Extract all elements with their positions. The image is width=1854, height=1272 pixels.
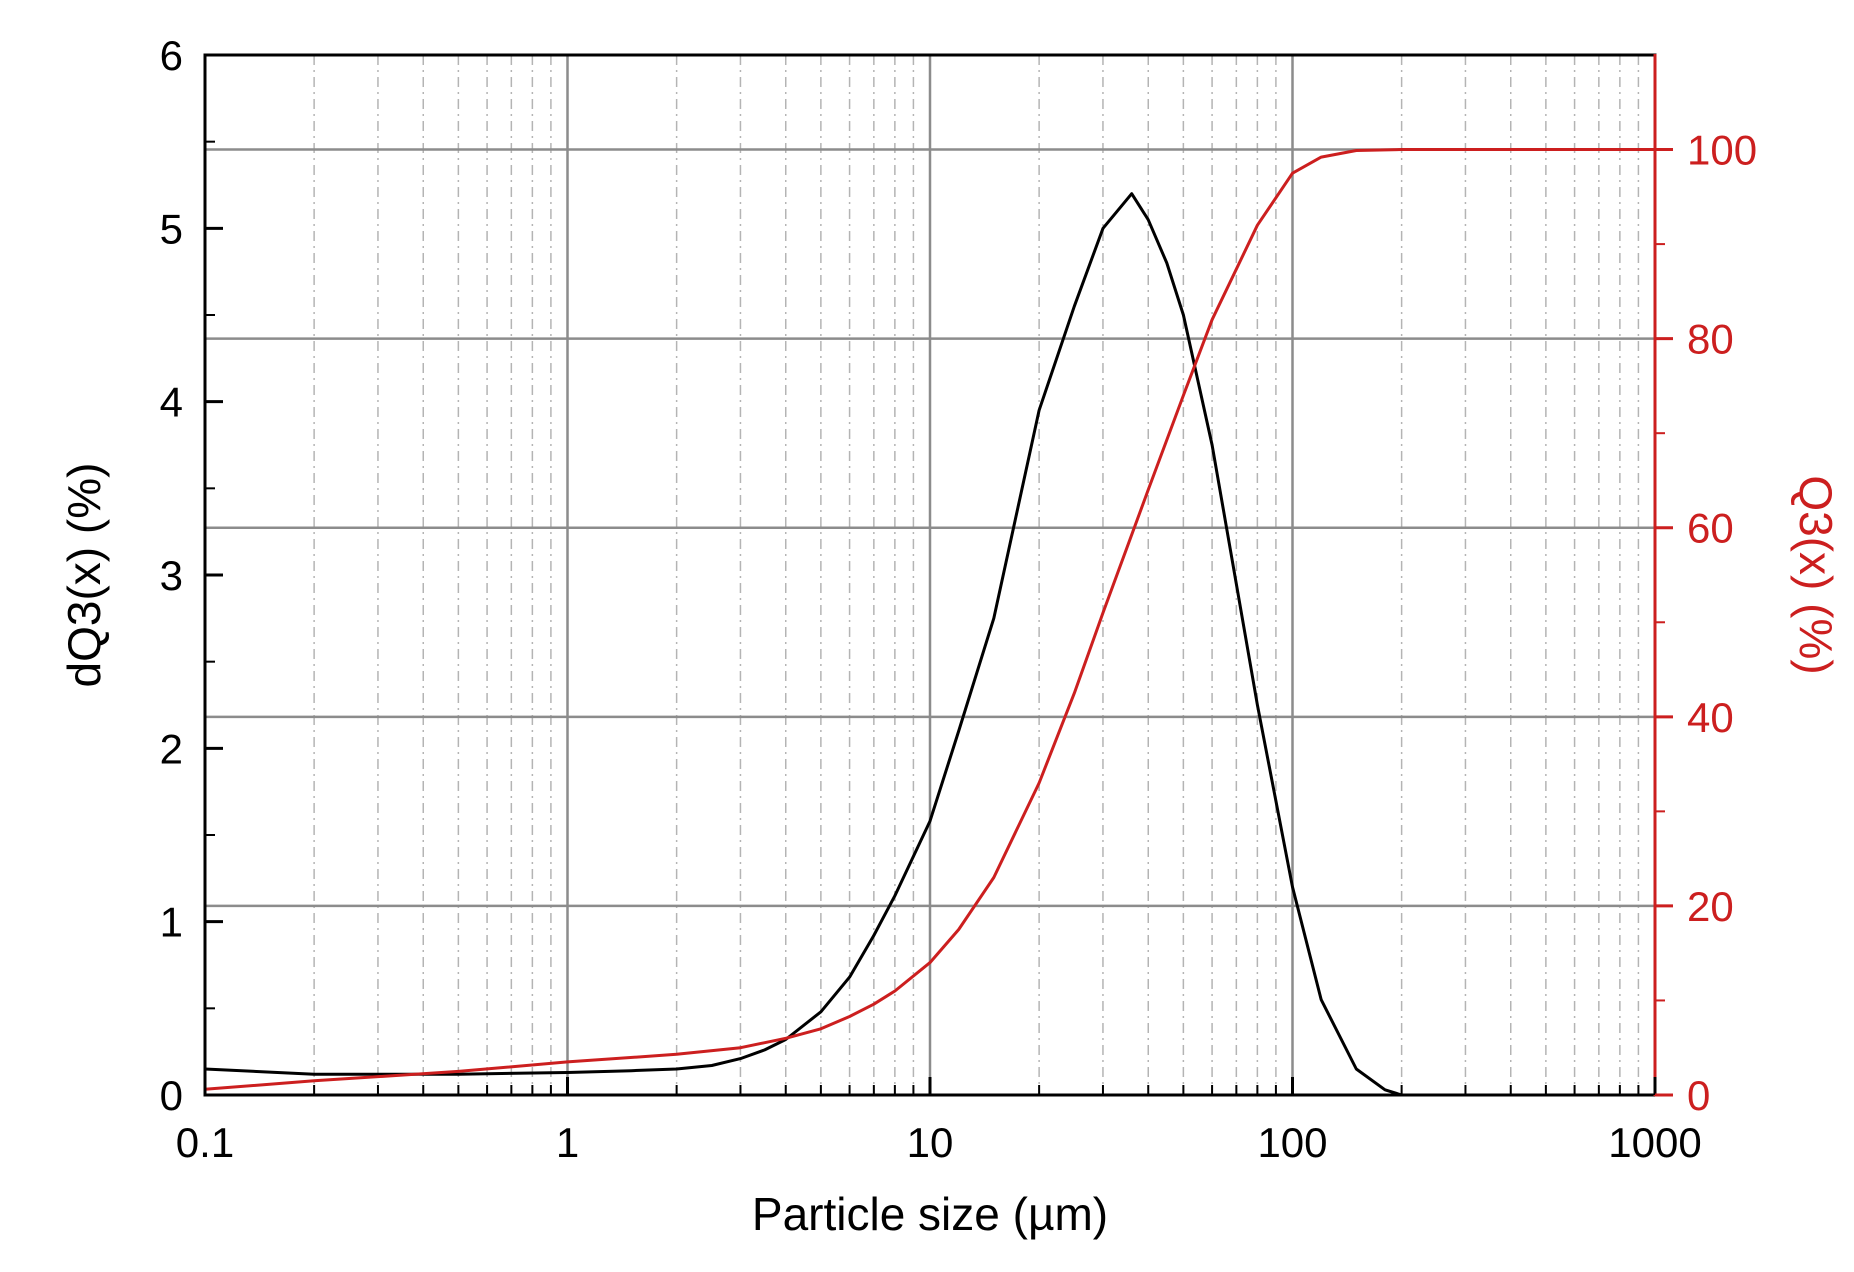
x-tick-label: 10 xyxy=(907,1119,954,1166)
y-right-tick-label: 60 xyxy=(1687,505,1734,552)
y-right-tick-label: 40 xyxy=(1687,694,1734,741)
cumulative-curve-line xyxy=(204,148,1655,1091)
y-right-axis-title: Q3(x) (%) xyxy=(1790,475,1842,674)
x-tick-label: 1 xyxy=(556,1119,579,1166)
y-left-tick-label: 0 xyxy=(160,1072,183,1119)
y-right-tick-label: 80 xyxy=(1687,316,1734,363)
x-tick-label: 1000 xyxy=(1608,1119,1701,1166)
y-left-tick-label: 2 xyxy=(160,725,183,772)
x-tick-label: 100 xyxy=(1257,1119,1327,1166)
y-right-tick-label: 100 xyxy=(1687,127,1757,174)
series-layer xyxy=(204,148,1655,1097)
y-left-tick-label: 5 xyxy=(160,205,183,252)
density-curve-line xyxy=(204,192,1655,1097)
y-left-tick-label: 1 xyxy=(160,899,183,946)
y-right-tick-label: 20 xyxy=(1687,883,1734,930)
x-axis-title: Particle size (µm) xyxy=(752,1188,1108,1240)
y-right-tick-label: 0 xyxy=(1687,1072,1710,1119)
y-left-axis-title: dQ3(x) (%) xyxy=(58,463,110,688)
y-left-tick-label: 3 xyxy=(160,552,183,599)
x-tick-label: 0.1 xyxy=(176,1119,234,1166)
y-left-tick-label: 6 xyxy=(160,32,183,79)
y-left-tick-label: 4 xyxy=(160,379,183,426)
